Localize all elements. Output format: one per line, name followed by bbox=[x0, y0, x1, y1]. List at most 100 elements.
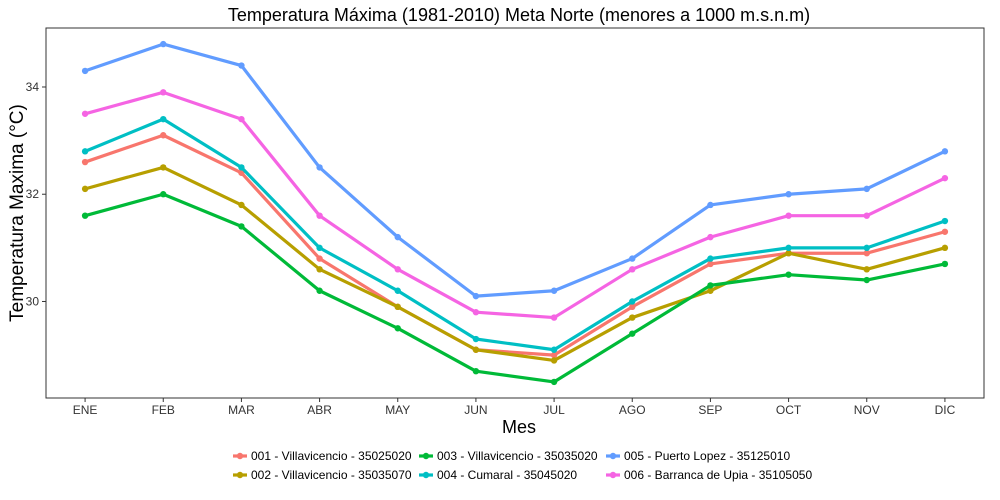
x-tick-label: OCT bbox=[776, 403, 802, 417]
x-tick-label: JUL bbox=[543, 403, 565, 417]
data-point bbox=[629, 314, 636, 321]
legend-label: 004 - Cumaral - 35045020 bbox=[437, 468, 577, 482]
data-point bbox=[863, 276, 870, 284]
data-point bbox=[160, 132, 167, 139]
data-point bbox=[707, 255, 714, 262]
data-point bbox=[785, 191, 792, 198]
data-point bbox=[863, 185, 870, 193]
data-point bbox=[629, 266, 636, 273]
data-point bbox=[394, 233, 401, 241]
data-point bbox=[472, 292, 480, 300]
data-point bbox=[81, 185, 89, 193]
data-point bbox=[316, 164, 323, 171]
x-tick-label: FEB bbox=[152, 403, 175, 417]
data-point bbox=[863, 212, 870, 219]
legend-key-point bbox=[236, 471, 244, 479]
data-point bbox=[863, 266, 870, 273]
data-point bbox=[550, 314, 558, 321]
series-6 bbox=[81, 89, 949, 321]
series-2 bbox=[81, 164, 949, 364]
legend-item: 002 - Villavicencio - 35035070 bbox=[233, 468, 412, 482]
data-point bbox=[394, 303, 401, 311]
x-axis-title: Mes bbox=[502, 417, 536, 437]
data-point bbox=[941, 174, 949, 182]
data-point bbox=[81, 110, 89, 117]
data-point bbox=[707, 260, 714, 268]
legend-item: 004 - Cumaral - 35045020 bbox=[419, 468, 577, 482]
series-line bbox=[83, 133, 947, 357]
x-tick-label: MAY bbox=[385, 403, 410, 417]
data-point bbox=[316, 287, 323, 294]
data-point bbox=[550, 378, 558, 386]
data-point bbox=[941, 148, 949, 155]
data-point bbox=[472, 309, 480, 316]
data-point bbox=[316, 244, 323, 252]
data-point bbox=[629, 330, 636, 337]
data-point bbox=[238, 164, 245, 171]
data-point bbox=[941, 244, 949, 252]
legend-key-point bbox=[422, 452, 430, 460]
data-point bbox=[941, 228, 949, 235]
series-5 bbox=[81, 40, 949, 300]
data-point bbox=[394, 287, 401, 294]
series-line bbox=[83, 90, 947, 320]
plot-panel bbox=[45, 27, 985, 399]
x-tick-label: ENE bbox=[73, 403, 98, 417]
series-line bbox=[83, 192, 947, 384]
data-point bbox=[707, 282, 714, 289]
legend-item: 003 - Villavicencio - 35035020 bbox=[419, 449, 598, 463]
series-line bbox=[83, 42, 947, 298]
x-tick-label: MAR bbox=[228, 403, 255, 417]
x-axis: ENE FEB MAR ABR MAY JUN JUL AGO SEP OCT NOV DIC bbox=[73, 398, 956, 417]
data-point bbox=[550, 351, 558, 359]
data-point bbox=[472, 346, 480, 353]
data-point bbox=[629, 303, 636, 311]
y-axis-title: Temperatura Maxima (°C) bbox=[7, 104, 28, 322]
series-4 bbox=[81, 115, 949, 353]
data-point bbox=[81, 158, 89, 166]
x-tick-label: ABR bbox=[307, 403, 332, 417]
series-line bbox=[83, 165, 947, 363]
data-point bbox=[160, 191, 167, 198]
y-tick-label: 34 bbox=[26, 80, 40, 94]
series-3 bbox=[81, 191, 949, 386]
chart-title: Temperatura Máxima (1981-2010) Meta Nort… bbox=[228, 5, 810, 25]
x-tick-label: SEP bbox=[698, 403, 722, 417]
data-point bbox=[550, 346, 558, 353]
data-point bbox=[160, 115, 167, 123]
legend-label: 006 - Barranca de Upia - 35105050 bbox=[624, 468, 812, 482]
data-point bbox=[81, 212, 89, 219]
data-point bbox=[316, 255, 323, 262]
data-point bbox=[238, 62, 245, 69]
legend-label: 001 - Villavicencio - 35025020 bbox=[251, 449, 412, 463]
legend-label: 003 - Villavicencio - 35035020 bbox=[437, 449, 598, 463]
data-point bbox=[238, 223, 245, 230]
series-line bbox=[83, 117, 947, 352]
y-axis: 30 32 34 bbox=[26, 80, 46, 308]
y-tick-label: 32 bbox=[26, 187, 40, 201]
legend-key-point bbox=[609, 452, 617, 460]
legend-key-point bbox=[609, 471, 617, 479]
data-point bbox=[316, 266, 323, 273]
data-point bbox=[785, 212, 792, 219]
data-point bbox=[81, 67, 89, 75]
data-point bbox=[785, 244, 792, 252]
data-point bbox=[160, 40, 167, 48]
x-tick-label: DIC bbox=[935, 403, 956, 417]
legend: 001 - Villavicencio - 35025020 002 - Vill… bbox=[233, 449, 812, 482]
data-point bbox=[81, 148, 89, 155]
data-point bbox=[941, 260, 949, 268]
data-point bbox=[238, 201, 245, 209]
data-point bbox=[550, 357, 558, 364]
data-point bbox=[394, 325, 401, 332]
data-point bbox=[707, 201, 714, 209]
data-point bbox=[394, 266, 401, 273]
data-point bbox=[863, 250, 870, 257]
data-point bbox=[629, 255, 636, 262]
legend-key-point bbox=[422, 471, 430, 479]
x-tick-label: NOV bbox=[854, 403, 880, 417]
data-point bbox=[238, 115, 245, 123]
data-point bbox=[629, 298, 636, 305]
x-tick-label: JUN bbox=[464, 403, 487, 417]
